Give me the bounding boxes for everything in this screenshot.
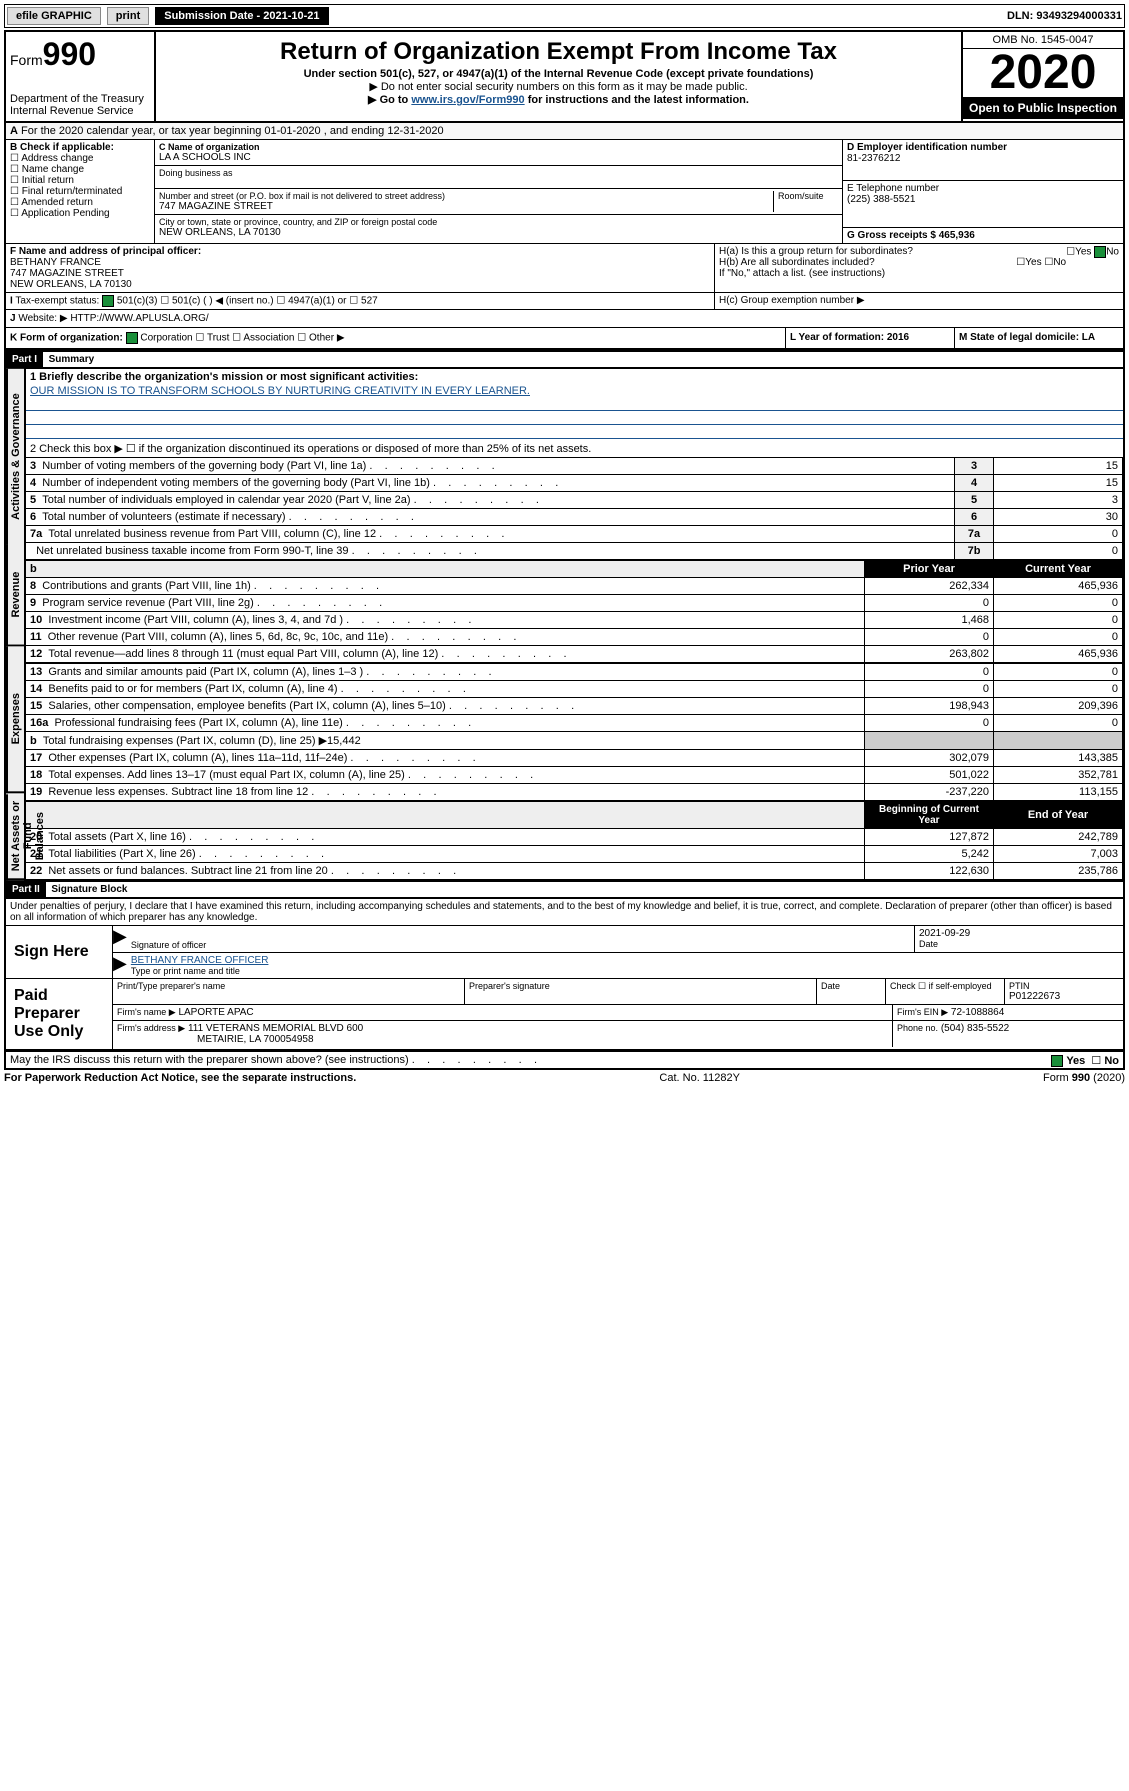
box-j: J Website: ▶ HTTP://WWW.APLUSLA.ORG/ — [4, 310, 1125, 328]
print-btn[interactable]: print — [107, 7, 149, 25]
box-c-name-label: C Name of organization — [159, 142, 838, 152]
open-inspection: Open to Public Inspection — [963, 97, 1123, 119]
firm-name: LAPORTE APAC — [178, 1007, 253, 1018]
dept-treasury: Department of the Treasury — [10, 93, 150, 105]
section-governance: Activities & Governance — [6, 369, 24, 545]
subdate-btn: Submission Date - 2021-10-21 — [155, 7, 328, 25]
officer-name: BETHANY FRANCE — [10, 257, 710, 268]
box-l: L Year of formation: 2016 — [786, 328, 955, 348]
addr-label: Number and street (or P.O. box if mail i… — [159, 191, 773, 201]
arrow-icon: ▶ — [113, 926, 127, 952]
dba-label: Doing business as — [159, 168, 838, 178]
line1-label: 1 Briefly describe the organization's mi… — [26, 369, 1123, 385]
topbar: efile GRAPHIC print Submission Date - 20… — [4, 4, 1125, 28]
line-a: A For the 2020 calendar year, or tax yea… — [4, 123, 1125, 140]
part2-title: Signature Block — [51, 884, 127, 895]
summary-revenue-table: bPrior YearCurrent Year 8 Contributions … — [26, 560, 1123, 663]
pra-notice: For Paperwork Reduction Act Notice, see … — [4, 1072, 356, 1084]
officer-printed: BETHANY FRANCE OFFICER — [131, 955, 1119, 966]
section-netassets: Net Assets or Fund Balances — [6, 794, 24, 880]
website-link[interactable]: HTTP://WWW.APLUSLA.ORG/ — [70, 313, 208, 324]
paid-preparer-label: Paid Preparer Use Only — [6, 979, 113, 1049]
box-hb: H(b) Are all subordinates included? ☐Yes… — [719, 257, 1119, 268]
section-expenses: Expenses — [6, 646, 24, 793]
box-i: I Tax-exempt status: 501(c)(3) ☐ 501(c) … — [4, 293, 1125, 310]
chk-corp[interactable] — [126, 332, 138, 344]
firm-addr: 111 VETERANS MEMORIAL BLVD 600 — [188, 1023, 363, 1034]
box-f-label: F Name and address of principal officer: — [10, 246, 710, 257]
officer-addr2: NEW ORLEANS, LA 70130 — [10, 279, 710, 290]
officer-addr1: 747 MAGAZINE STREET — [10, 268, 710, 279]
cat-no: Cat. No. 11282Y — [659, 1072, 740, 1084]
summary-expense-table: 13 Grants and similar amounts paid (Part… — [26, 663, 1123, 801]
chk-name[interactable]: ☐ Name change — [10, 164, 150, 175]
boxes-fh: F Name and address of principal officer:… — [4, 244, 1125, 293]
summary-top-table: 3 Number of voting members of the govern… — [26, 457, 1123, 560]
org-city: NEW ORLEANS, LA 70130 — [159, 227, 838, 238]
dln: DLN: 93493294000331 — [1007, 10, 1122, 22]
part1-hdr: Part I — [6, 352, 43, 367]
room-label: Room/suite — [773, 191, 838, 212]
form-header: Form990 Department of the Treasury Inter… — [4, 30, 1125, 123]
chk-final[interactable]: ☐ Final return/terminated — [10, 186, 150, 197]
boxes-klm: K Form of organization: Corporation ☐ Tr… — [4, 328, 1125, 350]
box-g: G Gross receipts $ 465,936 — [847, 230, 1119, 241]
prep-name-label: Print/Type preparer's name — [113, 979, 465, 1004]
org-address: 747 MAGAZINE STREET — [159, 201, 773, 212]
chk-initial[interactable]: ☐ Initial return — [10, 175, 150, 186]
discuss-line: May the IRS discuss this return with the… — [4, 1052, 1125, 1070]
chk-discuss-yes[interactable] — [1051, 1055, 1063, 1067]
form-subtitle: Under section 501(c), 527, or 4947(a)(1)… — [160, 68, 957, 80]
chk-address[interactable]: ☐ Address change — [10, 153, 150, 164]
sig-date: 2021-09-29 — [919, 928, 1119, 939]
part1-title: Summary — [49, 354, 95, 365]
section-revenue: Revenue — [6, 545, 24, 647]
firm-phone: (504) 835-5522 — [941, 1023, 1009, 1034]
part2-hdr: Part II — [6, 882, 46, 897]
efile-btn[interactable]: efile GRAPHIC — [7, 7, 101, 25]
chk-amended[interactable]: ☐ Amended return — [10, 197, 150, 208]
telephone: (225) 388-5521 — [847, 194, 1119, 205]
line2: 2 Check this box ▶ ☐ if the organization… — [26, 440, 1123, 457]
chk-pending[interactable]: ☐ Application Pending — [10, 208, 150, 219]
sign-here-label: Sign Here — [6, 926, 113, 978]
sig-officer-label: Signature of officer — [131, 940, 910, 950]
box-d-label: D Employer identification number — [847, 142, 1119, 153]
summary-section: Activities & Governance Revenue Expenses… — [4, 369, 1125, 882]
chk-ha-no[interactable] — [1094, 246, 1106, 258]
box-m: M State of legal domicile: LA — [955, 328, 1123, 348]
check-self[interactable]: Check ☐ if self-employed — [886, 979, 1005, 1004]
box-e-label: E Telephone number — [847, 183, 1119, 194]
tax-year: 2020 — [963, 49, 1123, 97]
form-note2: ▶ Go to www.irs.gov/Form990 for instruct… — [160, 93, 957, 106]
form-note1: ▶ Do not enter social security numbers o… — [160, 80, 957, 93]
signature-block: Sign Here ▶ Signature of officer 2021-09… — [4, 925, 1125, 1052]
form-title: Return of Organization Exempt From Incom… — [160, 38, 957, 66]
summary-netassets-table: Beginning of Current YearEnd of Year 20 … — [26, 801, 1123, 880]
ptin: P01222673 — [1009, 991, 1119, 1002]
form-ref: Form 990 (2020) — [1043, 1072, 1125, 1084]
org-name: LA A SCHOOLS INC — [159, 152, 838, 163]
city-label: City or town, state or province, country… — [159, 217, 838, 227]
boxes-bcdefg: B Check if applicable: ☐ Address change … — [4, 140, 1125, 244]
footer: For Paperwork Reduction Act Notice, see … — [4, 1070, 1125, 1086]
mission-text: OUR MISSION IS TO TRANSFORM SCHOOLS BY N… — [26, 385, 1123, 397]
chk-501c3[interactable] — [102, 295, 114, 307]
box-b-label: B Check if applicable: — [10, 142, 150, 153]
form-number: Form990 — [10, 36, 150, 73]
prep-sig-label: Preparer's signature — [465, 979, 817, 1004]
box-ha: H(a) Is this a group return for subordin… — [719, 246, 1119, 257]
arrow-icon: ▶ — [113, 953, 127, 978]
perjury-text: Under penalties of perjury, I declare th… — [4, 899, 1125, 925]
box-hb-note: If "No," attach a list. (see instruction… — [719, 268, 1119, 279]
firm-ein: 72-1088864 — [951, 1007, 1004, 1018]
irs-link[interactable]: www.irs.gov/Form990 — [411, 94, 524, 106]
box-hc: H(c) Group exemption number ▶ — [715, 293, 1123, 309]
irs-label: Internal Revenue Service — [10, 105, 150, 117]
ein: 81-2376212 — [847, 153, 1119, 164]
